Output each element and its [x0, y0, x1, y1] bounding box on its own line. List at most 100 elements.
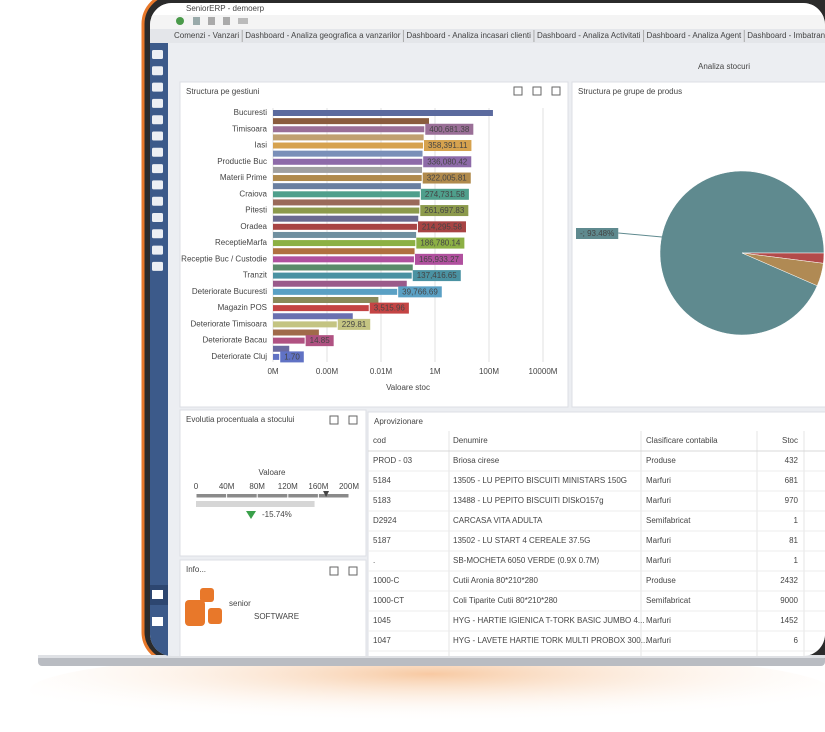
target-bar — [196, 501, 315, 507]
toolbar-icon[interactable] — [223, 17, 230, 25]
panel-icon[interactable] — [329, 566, 339, 576]
panel-icon[interactable] — [348, 415, 358, 425]
value-label: 3,515.96 — [374, 304, 406, 313]
panel-title: Aprovizionare — [374, 417, 423, 426]
toolbar-icon[interactable] — [176, 17, 184, 25]
tab[interactable]: Dashboard - Analiza Activitati — [537, 31, 641, 40]
value-label: 186,780.14 — [420, 239, 461, 248]
y-tick-label: Bucuresti — [234, 108, 268, 117]
window-title: SeniorERP - demoerp — [186, 4, 265, 13]
table-cell: 1 — [794, 516, 799, 525]
sidebar-icon[interactable] — [152, 131, 163, 141]
value-label-bg — [417, 221, 466, 233]
x-tick-label: 100M — [479, 367, 499, 376]
tab[interactable]: Dashboard - Analiza geografica a vanzari… — [245, 31, 401, 40]
bar — [273, 118, 430, 125]
panel — [367, 411, 825, 656]
sidebar-icon[interactable] — [152, 590, 163, 599]
sidebar-icon[interactable] — [152, 147, 163, 157]
sidebar-icon[interactable] — [152, 164, 163, 174]
panel-icon[interactable] — [348, 566, 358, 576]
y-tick-label: Deteriorate Bacau — [203, 336, 267, 345]
y-tick-label: Receptie Buc / Custodie — [181, 254, 267, 263]
tab[interactable]: Dashboard - Analiza Agent — [647, 31, 743, 40]
shadow — [30, 650, 825, 730]
bar — [273, 313, 353, 320]
value-label-bg — [414, 253, 463, 265]
bar — [273, 110, 493, 116]
sidebar-icon[interactable] — [152, 66, 163, 76]
column-header[interactable]: cod — [373, 436, 386, 445]
bar — [273, 142, 423, 149]
sidebar-icon[interactable] — [152, 196, 163, 206]
value-label: 165,933.27 — [419, 255, 460, 264]
value-label: 229.81 — [342, 320, 367, 329]
logo-subtext: SOFTWARE — [254, 612, 299, 621]
panel-icon[interactable] — [329, 415, 339, 425]
bar — [273, 158, 423, 165]
bar — [273, 191, 420, 198]
value-label: 322,005.81 — [427, 174, 468, 183]
sidebar-icon[interactable] — [152, 98, 163, 108]
column-header[interactable]: Stoc — [782, 436, 798, 445]
y-tick-label: Deteriorate Timisoara — [191, 319, 268, 328]
value-label-bg — [425, 123, 474, 135]
sidebar — [150, 43, 168, 656]
y-tick-label: Materii Prime — [220, 173, 268, 182]
x-tick-label: 0.00M — [316, 367, 339, 376]
x-tick-label: 10000M — [529, 367, 558, 376]
bar — [273, 199, 420, 206]
bar — [273, 337, 305, 344]
x-tick-label: 120M — [278, 482, 298, 491]
sidebar-icon[interactable] — [152, 213, 163, 222]
sidebar-icon[interactable] — [152, 617, 163, 626]
value-label: 39,766.69 — [402, 287, 438, 296]
base-highlight — [38, 655, 825, 658]
y-tick-label: ReceptieMarfa — [215, 238, 268, 247]
value-label: 214,295.58 — [422, 222, 463, 231]
panel-icon[interactable] — [513, 86, 523, 96]
panel-icon[interactable] — [532, 86, 542, 96]
value-label: 14.85 — [310, 336, 331, 345]
y-tick-label: Timisoara — [232, 124, 267, 133]
column-header[interactable]: Clasificare contabila — [646, 436, 718, 445]
change-label: -15.74% — [262, 510, 292, 519]
table-cell: 9000 — [780, 596, 798, 605]
sidebar-icon[interactable] — [152, 245, 163, 255]
sidebar-icon[interactable] — [152, 82, 163, 92]
table-cell: 1 — [794, 556, 799, 565]
bar — [273, 321, 337, 328]
table-cell: Cutii Aronia 80*210*280 — [453, 576, 539, 585]
column-header[interactable]: Denumire — [453, 436, 488, 445]
table-cell: Marfuri — [646, 556, 671, 565]
value-label: -; 93.48% — [580, 229, 614, 238]
value-label: 400,681.38 — [429, 125, 470, 134]
sidebar-icon[interactable] — [152, 180, 163, 190]
sidebar-icon[interactable] — [152, 115, 163, 125]
panel-title: Structura pe gestiuni — [186, 87, 260, 96]
tab[interactable]: Dashboard - Imbatranire Solduri Clienti — [747, 31, 825, 40]
bar — [273, 329, 319, 336]
x-tick-label: 1M — [429, 367, 440, 376]
x-tick-label: 0M — [267, 367, 278, 376]
bar — [273, 166, 422, 173]
value-label: 358,391.11 — [428, 141, 468, 150]
tab[interactable]: Comenzi - Vanzari — [174, 31, 239, 40]
tab[interactable]: Dashboard - Analiza incasari clienti — [406, 31, 531, 40]
value-label-bg — [280, 351, 304, 363]
bar — [273, 248, 415, 255]
bar — [273, 305, 369, 312]
table-cell: HYG - HARTIE IGIENICA T-TORK BASIC JUMBO… — [453, 616, 645, 625]
table-cell: 13502 - LU START 4 CEREALE 37.5G — [453, 536, 590, 545]
sidebar-icon[interactable] — [152, 229, 163, 239]
toolbar-icon[interactable] — [193, 17, 200, 25]
table-cell: SB-MOCHETA 6050 VERDE (0.9X 0.7M) — [453, 556, 599, 565]
sidebar-icon[interactable] — [152, 261, 163, 271]
sidebar-icon[interactable] — [152, 50, 163, 59]
panel-icon[interactable] — [551, 86, 561, 96]
toolbar-icon[interactable] — [238, 18, 248, 24]
value-label: 1.70 — [284, 353, 300, 362]
x-tick-label: 0.01M — [370, 367, 393, 376]
toolbar-icon[interactable] — [208, 17, 215, 25]
